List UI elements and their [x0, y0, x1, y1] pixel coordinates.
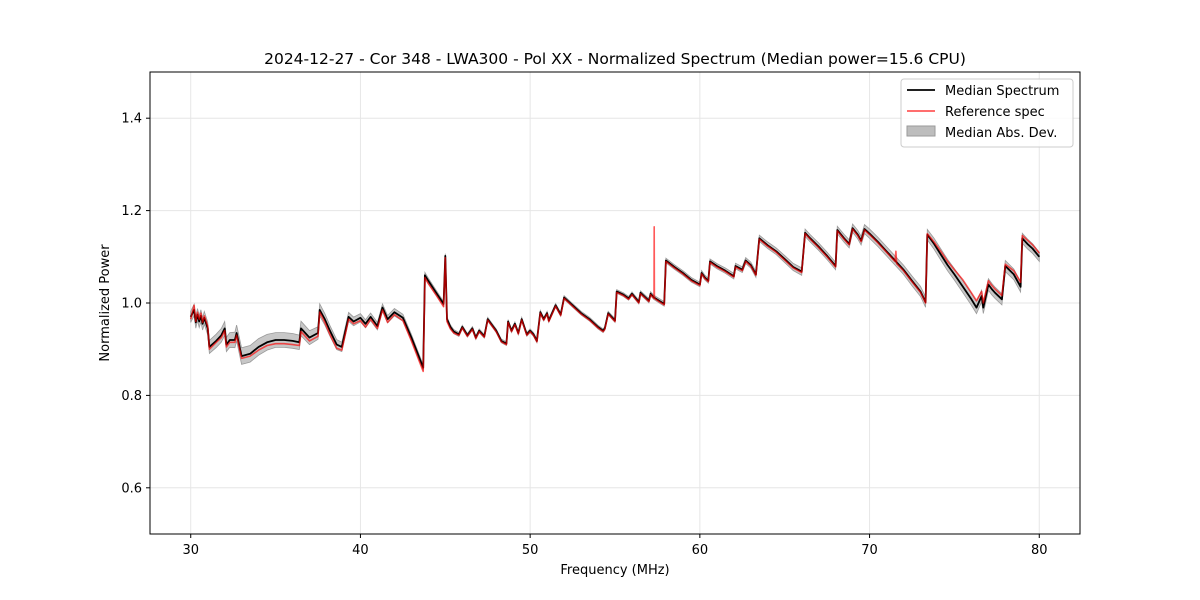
y-tick-label: 0.6: [121, 481, 142, 496]
legend-reference-label: Reference spec: [945, 105, 1045, 120]
x-tick-label: 80: [1031, 543, 1048, 558]
axis-ticks: 30 40 50 60 70 80 0.6 0.8 1.0 1.2 1.4: [121, 112, 1047, 558]
plot-area: [189, 223, 1040, 373]
chart-title: 2024-12-27 - Cor 348 - LWA300 - Pol XX -…: [264, 50, 966, 68]
y-tick-label: 1.4: [121, 112, 142, 127]
reference-spectrum-line: [189, 226, 1040, 373]
y-axis-label: Normalized Power: [98, 244, 113, 362]
legend-mad-label: Median Abs. Dev.: [945, 126, 1057, 141]
y-tick-label: 1.2: [121, 204, 142, 219]
legend: Median Spectrum Reference spec Median Ab…: [900, 78, 1074, 148]
y-tick-label: 0.8: [121, 389, 142, 404]
x-axis-label: Frequency (MHz): [560, 563, 669, 578]
y-tick-label: 1.0: [121, 297, 142, 312]
legend-mad-swatch: [906, 125, 936, 137]
x-tick-label: 40: [352, 543, 369, 558]
x-tick-label: 60: [692, 543, 709, 558]
legend-median-label: Median Spectrum: [945, 84, 1059, 99]
x-tick-label: 70: [861, 543, 878, 558]
x-tick-label: 30: [182, 543, 199, 558]
legend-box: [900, 78, 1074, 148]
x-tick-label: 50: [522, 543, 539, 558]
